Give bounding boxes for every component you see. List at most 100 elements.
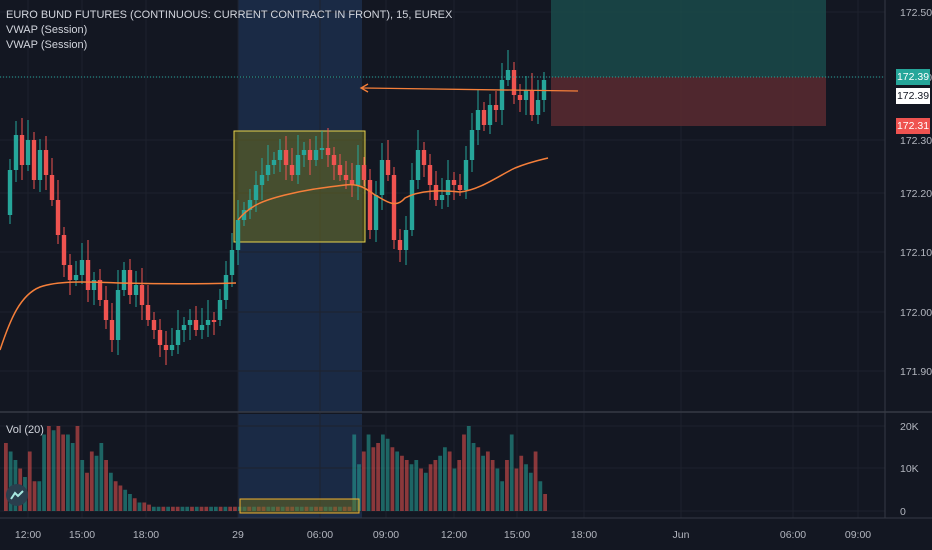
volume-bar	[533, 451, 538, 511]
candle	[517, 95, 523, 100]
candle	[355, 165, 361, 185]
price-tick-label: 172.20	[900, 188, 932, 200]
volume-bar	[137, 502, 142, 511]
candle	[427, 165, 433, 185]
candle	[31, 140, 37, 180]
candle	[385, 160, 391, 175]
candle	[391, 175, 397, 240]
volume-bar	[128, 494, 132, 511]
candle	[259, 175, 265, 185]
candle	[13, 135, 19, 170]
volume-bar	[37, 481, 42, 511]
volume-bar	[495, 468, 500, 511]
candle	[535, 100, 541, 115]
candle	[283, 150, 289, 165]
candle	[43, 150, 49, 175]
price-tick-label: 171.90	[900, 366, 932, 378]
volume-bar	[142, 502, 147, 511]
volume-bar	[8, 451, 13, 511]
volume-bar	[500, 481, 505, 511]
volume-bar	[538, 481, 543, 511]
candle	[67, 265, 73, 280]
candle	[91, 280, 97, 290]
highlight-rectangle[interactable]	[233, 130, 366, 243]
position-loss-zone[interactable]	[551, 77, 826, 126]
candle	[265, 165, 271, 175]
arrow-line[interactable]	[361, 87, 579, 92]
volume-bar	[385, 438, 390, 511]
candle	[253, 185, 259, 200]
candle	[79, 260, 85, 275]
candle	[511, 70, 517, 95]
candle	[421, 150, 427, 165]
volume-bar	[505, 460, 509, 511]
volume-bar	[371, 447, 376, 511]
volume-bar	[400, 455, 404, 511]
candle	[49, 175, 55, 200]
volume-highlight-rectangle[interactable]	[239, 498, 360, 514]
volume-bar	[423, 472, 428, 511]
volume-bar	[180, 506, 185, 511]
candle	[37, 150, 43, 180]
time-axis-labels[interactable]: 12:00 15:00 18:00 29 06:00 09:00 12:00 15:00 18:…	[15, 529, 871, 541]
candle	[181, 325, 187, 330]
volume-bar	[457, 460, 462, 511]
candle	[451, 180, 457, 185]
volume-bar	[404, 460, 409, 511]
volume-bar	[543, 494, 547, 511]
vwap-line-session-1	[0, 281, 237, 351]
time-tick-label: 09:00	[373, 529, 399, 541]
volume-indicator-label[interactable]: Vol (20)	[6, 424, 44, 436]
volume-bar	[204, 506, 209, 511]
volume-bar	[366, 434, 371, 511]
candle	[235, 220, 241, 250]
volume-bar	[123, 489, 128, 511]
volume-bar	[233, 506, 237, 511]
volume-bar	[199, 506, 204, 511]
candle	[7, 170, 13, 215]
volume-bar	[390, 447, 395, 511]
time-tick-label: 15:00	[69, 529, 95, 541]
indicator-vwap-2[interactable]: VWAP (Session)	[6, 39, 88, 51]
time-tick-label: 18:00	[133, 529, 159, 541]
candle	[145, 305, 151, 320]
volume-bar	[75, 426, 80, 511]
candle	[295, 155, 301, 175]
time-tick-label: 15:00	[504, 529, 530, 541]
volume-bar	[51, 430, 56, 511]
volume-bar	[223, 506, 228, 511]
indicator-vwap-1[interactable]: VWAP (Session)	[6, 24, 88, 36]
time-tick-label: 18:00	[571, 529, 597, 541]
volume-bar	[190, 506, 194, 511]
candle	[271, 160, 277, 165]
candle	[499, 80, 505, 110]
tradingview-logo-icon[interactable]	[6, 484, 28, 506]
candle	[463, 160, 469, 190]
volume-bar	[80, 460, 85, 511]
symbol-title[interactable]: EURO BUND FUTURES (CONTINUOUS: CURRENT C…	[6, 9, 453, 21]
candle	[103, 300, 109, 320]
volume-bar	[447, 451, 452, 511]
volume-bar	[175, 506, 180, 511]
position-profit-zone[interactable]	[551, 0, 826, 77]
volume-bar	[151, 506, 156, 511]
candle	[319, 148, 325, 150]
time-tick-label: 06:00	[780, 529, 806, 541]
candle	[397, 240, 403, 250]
candle	[487, 105, 493, 125]
volume-bar	[161, 506, 166, 511]
candle	[409, 180, 415, 230]
candle	[475, 110, 481, 130]
candle	[277, 150, 283, 160]
candle	[367, 180, 373, 230]
candle	[139, 285, 145, 305]
candle	[109, 320, 115, 340]
volume-bar	[46, 426, 51, 511]
price-tag-last: 172.39	[896, 69, 930, 85]
volume-bar	[443, 447, 447, 511]
candle	[85, 260, 91, 290]
volume-bar	[485, 451, 490, 511]
volume-bar	[476, 447, 481, 511]
volume-bar	[108, 472, 113, 511]
